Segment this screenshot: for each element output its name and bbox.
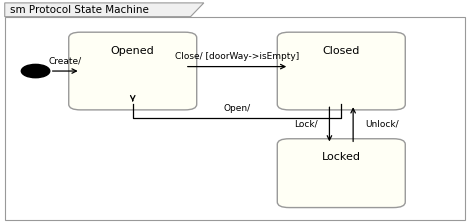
Polygon shape <box>5 3 204 17</box>
Text: Lock/: Lock/ <box>294 120 318 129</box>
Text: Opened: Opened <box>111 46 155 56</box>
Text: Locked: Locked <box>322 152 361 162</box>
Text: sm Protocol State Machine: sm Protocol State Machine <box>10 5 149 15</box>
Text: Close/ [doorWay->isEmpty]: Close/ [doorWay->isEmpty] <box>175 52 299 61</box>
Text: Unlock/: Unlock/ <box>365 120 399 129</box>
Text: Create/: Create/ <box>49 56 82 65</box>
FancyBboxPatch shape <box>277 139 405 208</box>
FancyBboxPatch shape <box>69 32 197 110</box>
Circle shape <box>21 64 50 78</box>
FancyBboxPatch shape <box>5 17 465 220</box>
FancyBboxPatch shape <box>277 32 405 110</box>
Text: Open/: Open/ <box>223 104 251 113</box>
Text: Closed: Closed <box>323 46 360 56</box>
